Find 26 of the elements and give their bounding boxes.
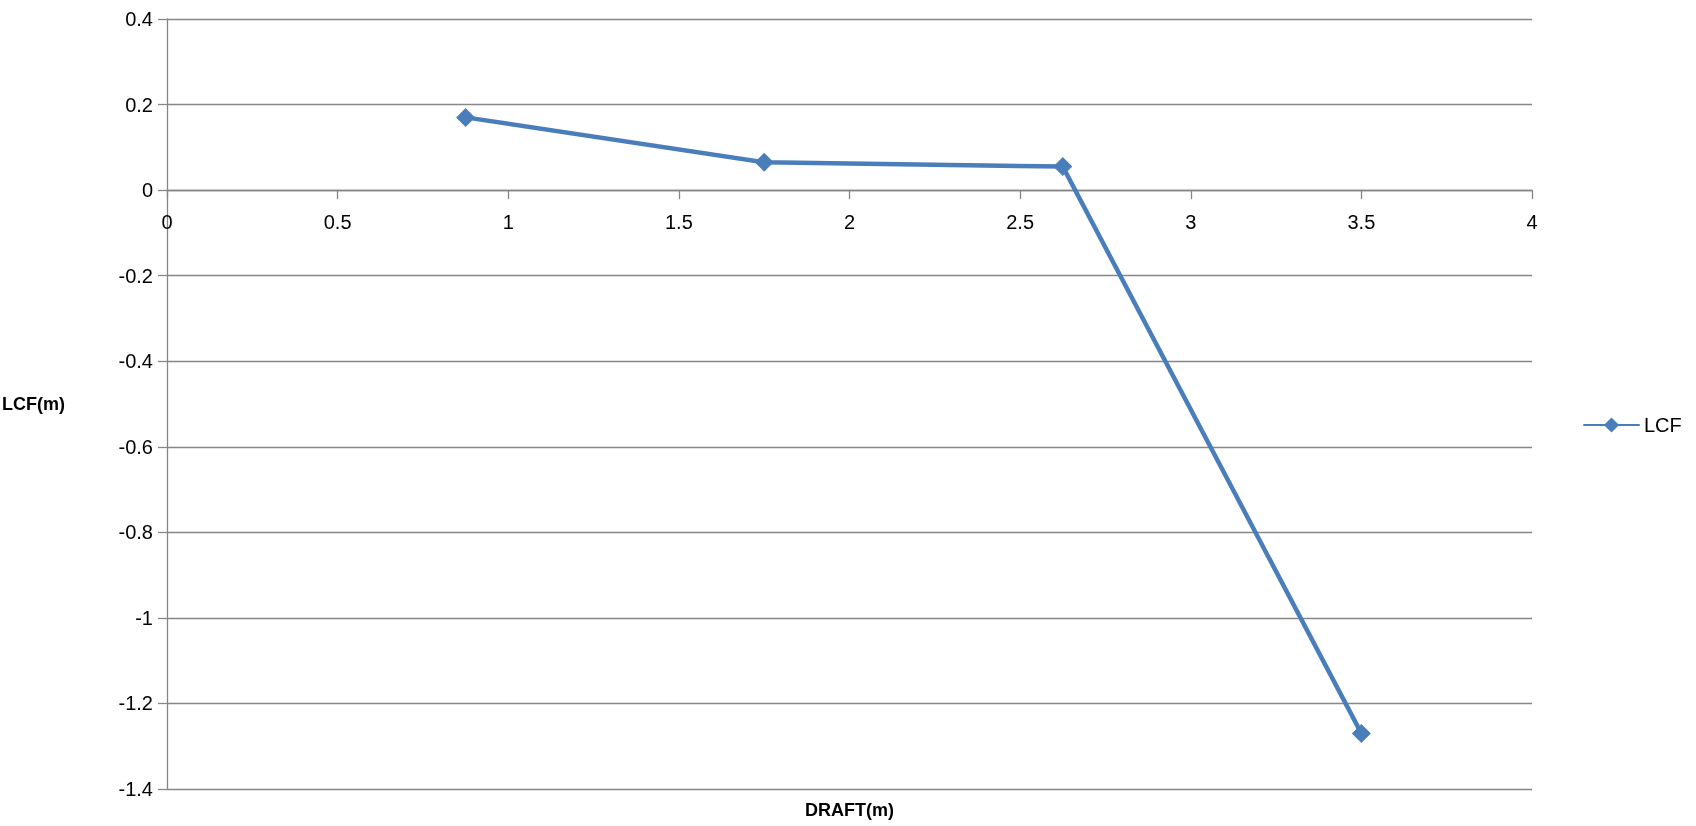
point: [754, 152, 774, 172]
x-tick-label: 3: [1185, 211, 1197, 234]
y-tick-label: -0.8: [118, 521, 153, 544]
y-tick-label: 0.2: [125, 93, 153, 116]
y-tick-label: -1.4: [118, 778, 153, 800]
y-tick-label: -0.2: [118, 264, 153, 287]
x-tick-label: 4: [1526, 211, 1538, 234]
y-tick-label: -1.2: [118, 692, 153, 715]
point: [1351, 723, 1371, 743]
y-tick-label: -0.6: [118, 435, 153, 458]
x-tick-label: 3.5: [1347, 211, 1376, 234]
legend-label: LCF: [1644, 414, 1682, 436]
y-tick-label: -1: [135, 606, 153, 629]
y-axis-title: LCF(m): [2, 394, 65, 414]
x-tick-label: 2: [843, 211, 856, 234]
x-tick-label: 1.5: [664, 211, 693, 234]
y-tick-label: 0.4: [125, 8, 153, 30]
y-tick-label: 0: [141, 179, 153, 202]
point: [1053, 157, 1073, 177]
y-tick-label: -0.4: [118, 350, 153, 373]
x-axis-title: DRAFT(m): [805, 800, 894, 820]
x-tick-label: 0.5: [323, 211, 352, 234]
x-tick-label: 0: [161, 211, 173, 234]
point: [456, 107, 476, 127]
x-tick-label: 2.5: [1006, 211, 1035, 234]
x-tick-label: 1: [502, 211, 514, 234]
